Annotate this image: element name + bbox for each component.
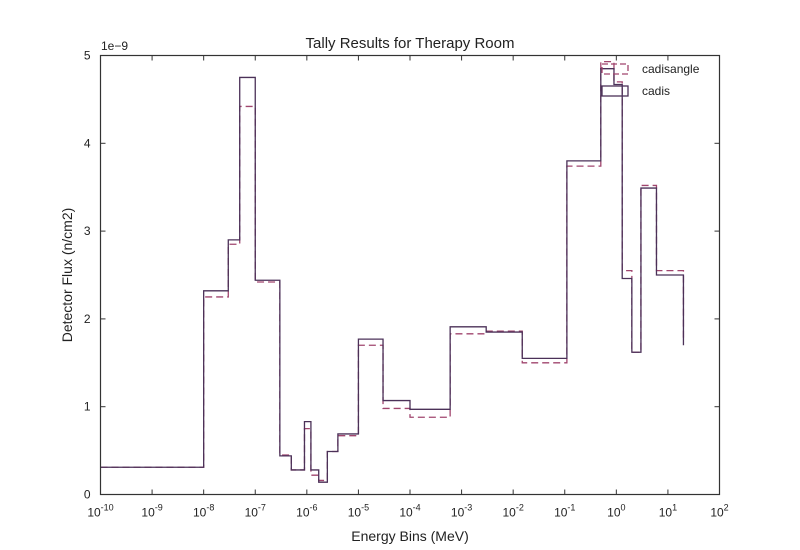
x-tick-exponent: -5 bbox=[361, 503, 369, 513]
x-tick-exponent: -10 bbox=[101, 503, 114, 513]
y-tick-label: 1 bbox=[84, 400, 91, 414]
x-tick-base: 10 bbox=[554, 506, 568, 520]
series-line-cadis bbox=[100, 68, 685, 483]
x-tick-exponent: 0 bbox=[621, 503, 626, 513]
plot-series bbox=[100, 61, 685, 483]
y-tick-label: 4 bbox=[84, 136, 91, 150]
x-tick-label: 10-4 bbox=[399, 503, 420, 520]
x-tick-exponent: -2 bbox=[516, 503, 524, 513]
x-tick-label: 10-2 bbox=[502, 503, 523, 520]
x-tick-label: 10-10 bbox=[87, 503, 113, 520]
legend-label-cadisangle: cadisangle bbox=[642, 62, 700, 76]
x-tick-exponent: -3 bbox=[464, 503, 472, 513]
x-tick-base: 10 bbox=[87, 506, 101, 520]
x-tick-exponent: 2 bbox=[724, 503, 729, 513]
x-tick-exponent: -6 bbox=[310, 503, 318, 513]
x-tick-label: 102 bbox=[710, 503, 728, 520]
x-tick-base: 10 bbox=[607, 506, 621, 520]
y-tick-label: 2 bbox=[84, 312, 91, 326]
x-tick-base: 10 bbox=[502, 506, 516, 520]
x-tick-base: 10 bbox=[451, 506, 465, 520]
x-tick-base: 10 bbox=[245, 506, 259, 520]
y-tick-label: 3 bbox=[84, 224, 91, 238]
x-tick-exponent: -7 bbox=[258, 503, 266, 513]
y-tick-label: 5 bbox=[84, 49, 91, 63]
series-line-cadisangle bbox=[100, 61, 685, 482]
x-tick-label: 10-9 bbox=[141, 503, 162, 520]
x-tick-base: 10 bbox=[659, 506, 673, 520]
x-tick-label: 10-5 bbox=[348, 503, 369, 520]
x-tick-label: 100 bbox=[607, 503, 625, 520]
x-tick-label: 10-3 bbox=[451, 503, 472, 520]
y-tick-label: 0 bbox=[84, 488, 91, 502]
x-tick-label: 10-6 bbox=[296, 503, 317, 520]
x-tick-exponent: -9 bbox=[155, 503, 163, 513]
legend-swatch-cadisangle bbox=[601, 63, 629, 75]
x-tick-exponent: -8 bbox=[206, 503, 214, 513]
y-multiplier-label: 1e−9 bbox=[101, 39, 128, 53]
x-tick-base: 10 bbox=[141, 506, 155, 520]
x-tick-label: 101 bbox=[659, 503, 677, 520]
y-axis: 0 1 2 3 4 5 bbox=[84, 49, 720, 502]
x-tick-label: 10-7 bbox=[245, 503, 266, 520]
legend: cadisangle cadis bbox=[601, 62, 700, 98]
x-tick-exponent: 1 bbox=[672, 503, 677, 513]
x-axis: 10-10 10-9 10-8 10-7 10-6 10-5 10-4 10-3 10-2 10-… bbox=[87, 55, 729, 520]
x-tick-base: 10 bbox=[296, 506, 310, 520]
x-tick-exponent: -4 bbox=[413, 503, 421, 513]
x-tick-base: 10 bbox=[348, 506, 362, 520]
y-axis-title: Detector Flux (n/cm2) bbox=[59, 208, 75, 343]
plot-frame bbox=[99, 54, 721, 496]
x-tick-base: 10 bbox=[399, 506, 413, 520]
x-axis-title: Energy Bins (MeV) bbox=[351, 528, 468, 544]
x-tick-exponent: -1 bbox=[567, 503, 575, 513]
legend-label-cadis: cadis bbox=[642, 84, 670, 98]
legend-swatch-cadis bbox=[601, 85, 629, 97]
x-tick-base: 10 bbox=[193, 506, 207, 520]
x-tick-label: 10-1 bbox=[554, 503, 575, 520]
x-tick-base: 10 bbox=[710, 506, 724, 520]
chart-title: Tally Results for Therapy Room bbox=[306, 35, 515, 52]
x-tick-label: 10-8 bbox=[193, 503, 214, 520]
